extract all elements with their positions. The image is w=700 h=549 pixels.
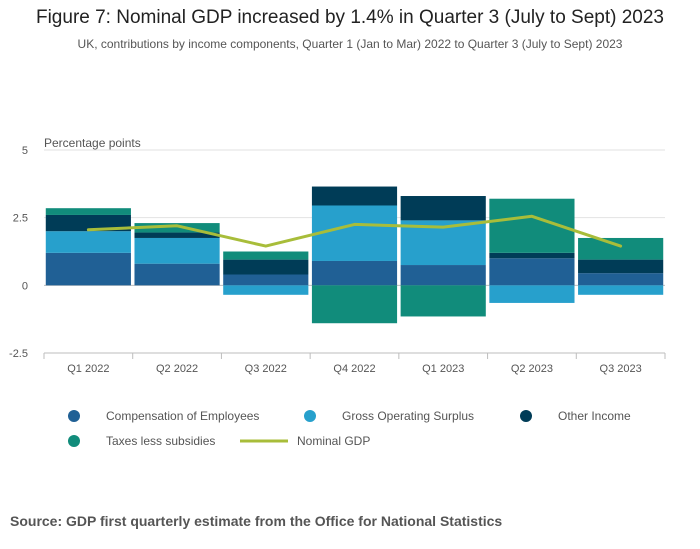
y-axis-label: Percentage points — [44, 136, 141, 150]
bar-gross-operating-surplus — [578, 285, 664, 295]
y-tick-labels: -2.5 0 2.5 5 — [9, 145, 28, 360]
x-tick-label: Q3 2022 — [245, 363, 287, 375]
x-axis: Q1 2022 Q2 2022 Q3 2022 Q4 2022 Q1 2023 Q2 20… — [43, 352, 666, 375]
bar-taxes-less-subsidies — [45, 208, 131, 215]
bar-other-income — [489, 252, 575, 259]
legend-swatch-compensation-of-employees — [68, 410, 80, 422]
bar-compensation-of-employees — [311, 260, 398, 286]
y-tick-label: -2.5 — [9, 348, 28, 360]
chart-subtitle: UK, contributions by income components, … — [77, 37, 623, 51]
bar-compensation-of-employees — [223, 274, 309, 286]
bar-other-income — [311, 186, 398, 206]
bar-compensation-of-employees — [45, 252, 131, 286]
line-nominal-gdp — [86, 214, 623, 248]
y-tick-label: 2.5 — [13, 213, 28, 225]
y-tick-label: 5 — [22, 145, 28, 157]
x-tick-label: Q4 2022 — [333, 363, 375, 375]
legend-label-gross-operating-surplus: Gross Operating Surplus — [342, 409, 474, 423]
x-tick-label: Q1 2023 — [422, 363, 464, 375]
bar-compensation-of-employees — [578, 273, 664, 286]
legend-swatch-other-income — [520, 410, 532, 422]
bar-gross-operating-surplus — [311, 205, 398, 261]
line-series — [86, 214, 623, 248]
bar-compensation-of-employees — [489, 258, 575, 286]
x-tick-label: Q2 2023 — [511, 363, 553, 375]
x-tick-label: Q3 2023 — [600, 363, 642, 375]
x-tick-label: Q2 2022 — [156, 363, 198, 375]
bar-compensation-of-employees — [400, 265, 486, 286]
chart-title: Figure 7: Nominal GDP increased by 1.4% … — [35, 7, 664, 28]
chart-svg: Percentage points -2.5 0 2.5 5 Q1 2022 Q2 20… — [9, 136, 666, 448]
bar-other-income — [400, 196, 486, 221]
legend-label-other-income: Other Income — [558, 409, 631, 423]
bar-compensation-of-employees — [134, 263, 220, 286]
x-tick-label: Q1 2022 — [67, 363, 109, 375]
bar-taxes-less-subsidies — [134, 223, 220, 233]
bar-other-income — [45, 214, 131, 232]
bar-other-income — [223, 259, 309, 275]
legend-label-nominal-gdp: Nominal GDP — [297, 434, 370, 448]
bar-taxes-less-subsidies — [311, 285, 398, 324]
bar-taxes-less-subsidies — [578, 237, 664, 260]
bars — [45, 186, 664, 324]
bar-other-income — [578, 259, 664, 274]
source-note: Source: GDP first quarterly estimate fro… — [10, 513, 503, 529]
legend-swatch-taxes-less-subsidies — [68, 435, 80, 447]
bar-other-income — [134, 232, 220, 238]
bar-taxes-less-subsidies — [223, 251, 309, 260]
bar-gross-operating-surplus — [489, 285, 575, 303]
bar-taxes-less-subsidies — [400, 285, 486, 317]
legend-swatch-gross-operating-surplus — [304, 410, 316, 422]
bar-gross-operating-surplus — [134, 237, 220, 264]
legend-label-taxes-less-subsidies: Taxes less subsidies — [106, 434, 215, 448]
bar-gross-operating-surplus — [223, 285, 309, 295]
legend: Compensation of Employees Gross Operating… — [68, 409, 631, 448]
y-tick-label: 0 — [22, 280, 28, 292]
legend-label-compensation-of-employees: Compensation of Employees — [106, 409, 259, 423]
bar-gross-operating-surplus — [45, 231, 131, 253]
